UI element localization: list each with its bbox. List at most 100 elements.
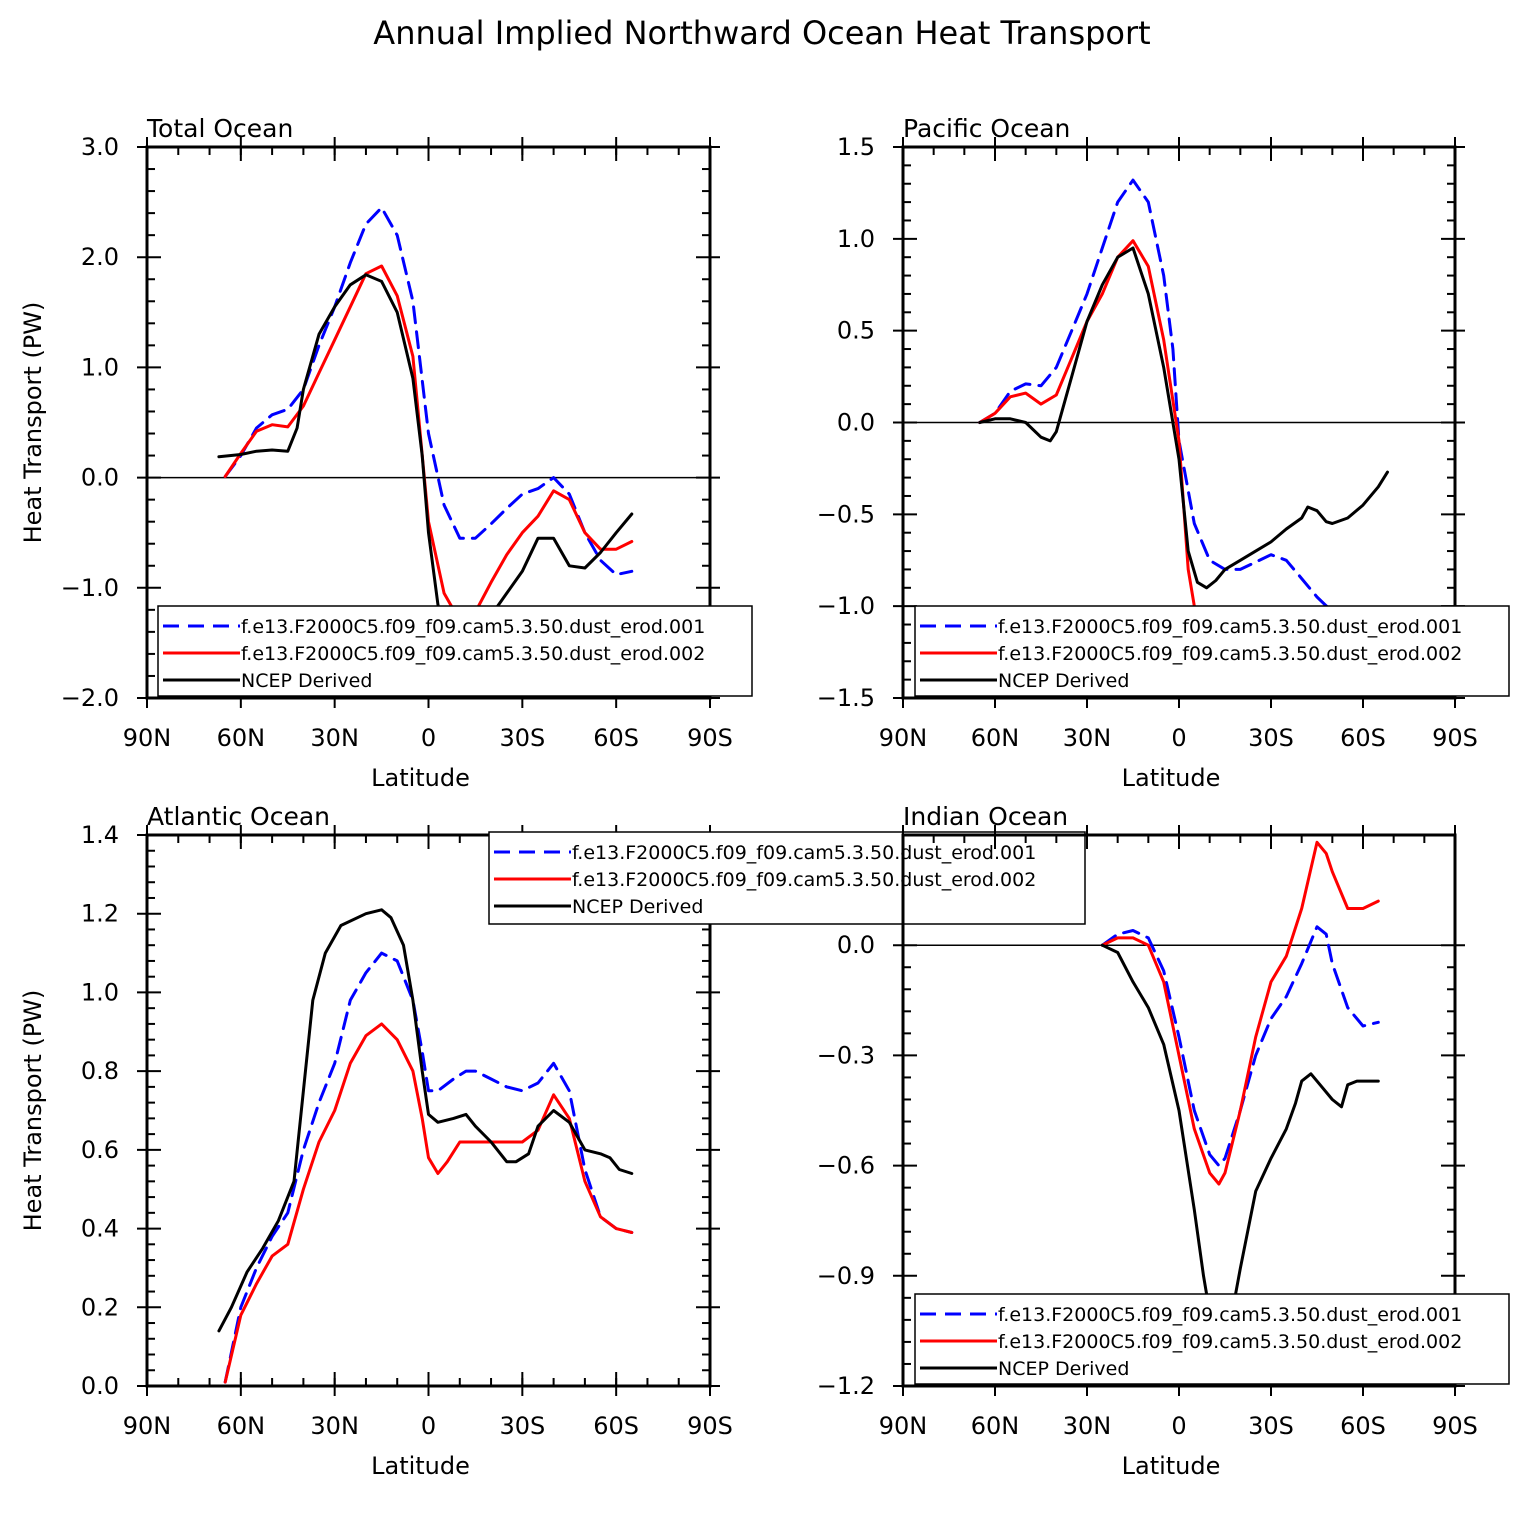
y-tick-label: −1.5 <box>817 684 875 712</box>
panel-0: Total Ocean Heat Transport (PW) Latitude 90… <box>19 114 753 792</box>
legend-label: NCEP Derived <box>572 896 703 918</box>
x-tick-label: 30S <box>499 724 545 752</box>
x-tick-label: 0 <box>421 1412 436 1440</box>
legend-label: NCEP Derived <box>998 1358 1129 1380</box>
panel-2: Atlantic Ocean Heat Transport (PW) Latitud… <box>19 802 1086 1480</box>
legend-label: f.e13.F2000C5.f09_f09.cam5.3.50.dust_ero… <box>998 643 1462 665</box>
y-tick-label: 0.5 <box>837 317 875 345</box>
legend-label: f.e13.F2000C5.f09_f09.cam5.3.50.dust_ero… <box>998 616 1462 638</box>
series-line-2 <box>1100 943 1380 1333</box>
legend: f.e13.F2000C5.f09_f09.cam5.3.50.dust_ero… <box>157 605 753 697</box>
x-tick-label: 60S <box>1340 1412 1386 1440</box>
y-tick-label: −0.9 <box>817 1262 875 1290</box>
x-tick-label: 30N <box>1063 1412 1112 1440</box>
y-tick-label: 1.0 <box>81 353 119 381</box>
y-tick-label: 0.0 <box>81 464 119 492</box>
legend: f.e13.F2000C5.f09_f09.cam5.3.50.dust_ero… <box>914 1293 1510 1385</box>
x-tick-label: 90N <box>123 724 172 752</box>
x-tick-label: 30S <box>1248 724 1294 752</box>
series-line-0 <box>223 206 634 577</box>
series-line-0 <box>978 178 1380 621</box>
x-tick-label: 60N <box>971 1412 1020 1440</box>
y-tick-label: −1.0 <box>817 592 875 620</box>
series-line-2 <box>217 273 634 665</box>
y-tick-label: 1.4 <box>81 821 119 849</box>
legend-box <box>914 605 1510 697</box>
legend-label: f.e13.F2000C5.f09_f09.cam5.3.50.dust_ero… <box>241 643 705 665</box>
x-tick-label: 90N <box>879 724 928 752</box>
y-tick-label: 0.0 <box>81 1372 119 1400</box>
x-tick-label: 30N <box>310 724 359 752</box>
y-tick-label: 1.0 <box>837 225 875 253</box>
x-tick-label: 0 <box>1171 724 1186 752</box>
y-tick-label: 0.6 <box>81 1136 119 1164</box>
y-tick-label: 0.4 <box>81 1215 119 1243</box>
x-tick-label: 60S <box>593 1412 639 1440</box>
y-tick-label: −0.5 <box>817 500 875 528</box>
x-tick-label: 0 <box>421 724 436 752</box>
x-tick-label: 30S <box>1248 1412 1294 1440</box>
panel-1: Pacific Ocean Latitude 90N 60N 30N 0 30S 60S 90S… <box>817 114 1510 792</box>
y-tick-label: 0.8 <box>81 1057 119 1085</box>
y-tick-label: 1.2 <box>81 900 119 928</box>
y-axis-label: Heat Transport (PW) <box>19 990 47 1232</box>
legend: f.e13.F2000C5.f09_f09.cam5.3.50.dust_ero… <box>488 831 1086 925</box>
x-tick-label: 90N <box>879 1412 928 1440</box>
legend-label: f.e13.F2000C5.f09_f09.cam5.3.50.dust_ero… <box>572 869 1036 891</box>
x-tick-label: 90S <box>687 724 733 752</box>
series-line-2 <box>978 246 1389 590</box>
y-tick-label: −1.0 <box>61 574 119 602</box>
y-tick-label: −1.2 <box>817 1372 875 1400</box>
x-tick-label: 30N <box>1063 724 1112 752</box>
y-tick-label: −0.6 <box>817 1152 875 1180</box>
plot-frame <box>145 833 712 1388</box>
y-tick-label: 1.0 <box>81 978 119 1006</box>
legend-box <box>157 605 753 697</box>
x-tick-label: 90N <box>123 1412 172 1440</box>
panel-title: Pacific Ocean <box>903 114 1070 143</box>
x-axis-label: Latitude <box>371 1452 470 1480</box>
legend: f.e13.F2000C5.f09_f09.cam5.3.50.dust_ero… <box>914 605 1510 697</box>
x-axis-label: Latitude <box>371 764 470 792</box>
y-tick-label: 2.0 <box>81 243 119 271</box>
panel-title: Total Ocean <box>146 114 293 143</box>
x-tick-label: 90S <box>687 1412 733 1440</box>
legend-label: f.e13.F2000C5.f09_f09.cam5.3.50.dust_ero… <box>998 1304 1462 1326</box>
panel-title: Indian Ocean <box>903 802 1068 831</box>
y-tick-label: 3.0 <box>81 133 119 161</box>
plot-frame <box>901 145 1457 700</box>
legend-label: NCEP Derived <box>998 670 1129 692</box>
x-tick-label: 60S <box>593 724 639 752</box>
x-axis-label: Latitude <box>1122 1452 1221 1480</box>
y-axis-label: Heat Transport (PW) <box>19 302 47 544</box>
x-tick-label: 30N <box>310 1412 359 1440</box>
legend-box <box>488 831 1086 925</box>
series-line-0 <box>223 951 634 1384</box>
y-tick-label: −2.0 <box>61 684 119 712</box>
y-tick-label: −0.3 <box>817 1041 875 1069</box>
x-tick-label: 60S <box>1340 724 1386 752</box>
legend-box <box>914 1293 1510 1385</box>
legend-label: NCEP Derived <box>241 670 372 692</box>
legend-label: f.e13.F2000C5.f09_f09.cam5.3.50.dust_ero… <box>241 616 705 638</box>
panel-3: Indian Ocean Latitude 90N 60N 30N 0 30S 60S 90S −… <box>817 802 1510 1480</box>
series-line-1 <box>1100 840 1380 1186</box>
x-tick-label: 60N <box>217 1412 266 1440</box>
y-tick-label: 0.0 <box>837 409 875 437</box>
x-tick-label: 90S <box>1432 724 1478 752</box>
y-tick-label: 0.0 <box>837 931 875 959</box>
x-tick-label: 60N <box>217 724 266 752</box>
x-tick-label: 0 <box>1171 1412 1186 1440</box>
y-tick-label: 1.5 <box>837 133 875 161</box>
figure-title: Annual Implied Northward Ocean Heat Tran… <box>373 14 1150 52</box>
y-tick-label: 0.2 <box>81 1293 119 1321</box>
series-line-2 <box>217 908 634 1333</box>
legend-label: f.e13.F2000C5.f09_f09.cam5.3.50.dust_ero… <box>998 1331 1462 1353</box>
panel-title: Atlantic Ocean <box>147 802 330 831</box>
x-axis-label: Latitude <box>1122 764 1221 792</box>
x-tick-label: 60N <box>971 724 1020 752</box>
x-tick-label: 30S <box>499 1412 545 1440</box>
legend-label: f.e13.F2000C5.f09_f09.cam5.3.50.dust_ero… <box>572 842 1036 864</box>
